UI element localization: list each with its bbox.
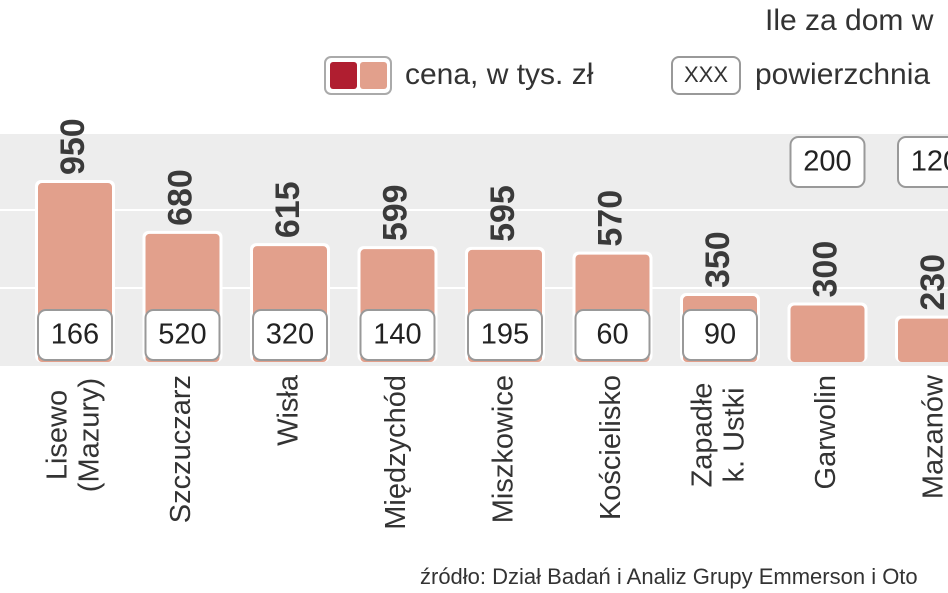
- chart-title: Ile za dom w: [765, 4, 934, 37]
- area-box: [574, 309, 651, 361]
- area-box: [467, 309, 543, 361]
- area-label: 320: [266, 319, 314, 351]
- legend-swatch: [330, 62, 357, 89]
- legend-label: cena, w tys. zł: [405, 58, 594, 91]
- legend-box-label: XXX: [684, 62, 728, 87]
- area-box: [37, 309, 113, 361]
- category-label: Szczuczarz: [165, 375, 197, 523]
- area-box: [359, 309, 436, 361]
- legend-box: [671, 56, 741, 95]
- legend: cena, w tys. zł XXX powierzchnia: [324, 56, 930, 95]
- area-label: 166: [51, 319, 99, 351]
- category-label: (Mazury): [74, 378, 106, 492]
- area-box: [897, 136, 948, 188]
- category-label: Garwolin: [810, 375, 842, 489]
- area-box: [682, 309, 758, 361]
- value-label: 230: [914, 254, 948, 311]
- area-label: 520: [158, 319, 206, 351]
- category-label: Wisła: [273, 374, 305, 446]
- area-label: 90: [704, 319, 736, 351]
- category-label: Zapadłe: [687, 383, 719, 488]
- area-label: 120: [911, 146, 948, 178]
- category-label: Miszkowice: [488, 375, 520, 523]
- value-label: 570: [591, 190, 629, 247]
- value-label: 300: [806, 241, 844, 298]
- category-label: Mazanów: [918, 374, 948, 499]
- area-box: [252, 309, 328, 361]
- legend-label: powierzchnia: [755, 58, 930, 91]
- category-label: k. Ustki: [719, 387, 751, 482]
- source: źródło: Dział Badań i Analiz Grupy Emmer…: [420, 564, 918, 589]
- area-label: 195: [481, 319, 529, 351]
- area-label: 200: [803, 146, 851, 178]
- area-label: 60: [596, 319, 628, 351]
- area-box: [144, 309, 221, 361]
- category-label: Międzychód: [380, 375, 412, 530]
- area-label: 140: [373, 319, 421, 351]
- category-label: Lisewo: [42, 390, 74, 480]
- value-label: 950: [54, 118, 92, 175]
- legend-swatch: [360, 62, 387, 89]
- bar: [898, 318, 948, 362]
- category-label: Kościelisko: [595, 375, 627, 520]
- value-label: 599: [376, 184, 414, 241]
- value-label: 680: [161, 169, 199, 226]
- value-label: 615: [269, 181, 307, 238]
- value-label: 350: [699, 231, 737, 288]
- area-box: [789, 136, 866, 188]
- bar: [790, 305, 865, 362]
- value-label: 595: [484, 185, 522, 242]
